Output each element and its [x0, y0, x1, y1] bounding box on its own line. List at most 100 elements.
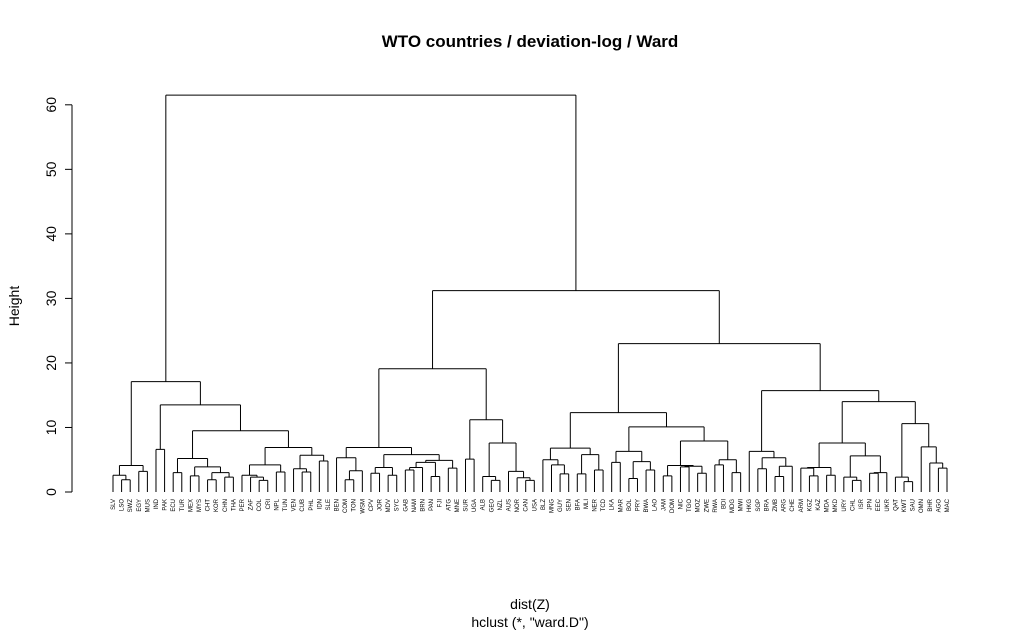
leaf-label: SGP — [756, 499, 762, 512]
leaf-label: MAC — [945, 498, 951, 512]
leaf-label: LSO — [120, 499, 126, 511]
merge-link — [894, 476, 909, 492]
merge-link — [293, 468, 307, 492]
merge-link — [714, 464, 724, 492]
y-tick-label: 20 — [43, 355, 59, 371]
leaf-label: KWT — [902, 499, 908, 513]
leaf-label: SLE — [326, 499, 332, 510]
leaf-label: BDI — [721, 499, 727, 509]
merge-link — [482, 476, 497, 492]
leaf-label: BHR — [928, 498, 934, 511]
leaf-label: VEN — [292, 499, 298, 511]
y-tick-label: 0 — [43, 488, 59, 496]
merge-link — [415, 461, 436, 477]
merge-link — [159, 404, 241, 450]
leaf-label: COM — [343, 499, 349, 513]
leaf-label: PHL — [309, 498, 315, 510]
leaf-label: MDV — [386, 499, 392, 512]
leaf-label: TCD — [601, 498, 607, 511]
merge-link — [826, 474, 836, 492]
leaf-label: CHN — [223, 499, 229, 512]
leaf-label: SAU — [911, 499, 917, 511]
leaf-label: IDN — [317, 499, 323, 509]
leaf-label: BWA — [644, 499, 650, 512]
merge-link — [165, 94, 577, 382]
leaf-label: NOR — [515, 498, 521, 512]
leaf-label: CHT — [206, 499, 212, 512]
leaf-label: ALB — [481, 499, 487, 510]
merge-link — [348, 470, 363, 492]
leaf-label: FJI — [438, 499, 444, 508]
merge-link — [901, 423, 930, 478]
leaf-label: PAN — [429, 499, 435, 511]
y-axis-label: Height — [6, 286, 22, 327]
leaf-label: NZL — [498, 498, 504, 510]
leaf-label: BLZ — [541, 499, 547, 510]
leaf-label: ZWE — [704, 499, 710, 512]
leaf-label: MAR — [618, 498, 624, 512]
merge-link — [757, 468, 767, 492]
chart-title: WTO countries / deviation-log / Ward — [382, 32, 679, 51]
leaf-label: MOZ — [696, 499, 702, 513]
leaf-label: AUS — [507, 499, 513, 511]
leaf-label: SWZ — [128, 499, 134, 513]
y-tick-label: 30 — [43, 290, 59, 306]
merge-link — [550, 464, 565, 492]
leaf-label: TON — [352, 499, 358, 512]
leaf-label: KAZ — [816, 499, 822, 511]
merge-link — [130, 381, 201, 466]
merge-link — [194, 466, 221, 476]
y-tick-label: 10 — [43, 419, 59, 435]
leaf-label: SUR — [464, 498, 470, 511]
leaf-label: JPN — [868, 499, 874, 510]
leaf-label: MKD — [833, 498, 839, 512]
leaf-label: CPV — [369, 499, 375, 511]
leaf-label: MUS — [145, 499, 151, 512]
leaf-label: JAM — [661, 499, 667, 511]
subtitle: hclust (*, "ward.D") — [471, 614, 588, 630]
x-axis-label: dist(Z) — [510, 596, 550, 612]
merge-link — [383, 454, 440, 468]
leaf-label: OMN — [919, 499, 925, 513]
y-tick-label: 40 — [43, 226, 59, 242]
leaf-label: ISR — [859, 498, 865, 509]
leaf-label: MNG — [549, 499, 555, 513]
leaf-label: AGO — [936, 499, 942, 513]
leaf-label: GEO — [489, 499, 495, 513]
leaf-label: EEC — [876, 498, 882, 511]
merge-link — [679, 466, 690, 492]
merge-link — [248, 464, 282, 476]
leaf-label: NAM — [412, 499, 418, 512]
leaf-label: UGA — [472, 499, 478, 512]
leaf-label: NER — [592, 498, 598, 511]
leaf-label: CHL — [850, 498, 856, 511]
leaf-label: COL — [257, 498, 263, 511]
merge-link — [430, 476, 441, 492]
leaf-label: UKR — [885, 498, 891, 511]
leaf-label: BRN — [421, 499, 427, 512]
leaf-label: ECU — [171, 499, 177, 512]
leaf-label: THA — [231, 499, 237, 511]
leaf-label: CAN — [524, 499, 530, 512]
leaf-label: ZMB — [773, 499, 779, 512]
leaf-label: SYC — [395, 498, 401, 511]
leaf-label: TGO — [687, 499, 693, 512]
leaf-label: MYS — [197, 499, 203, 512]
leaf-label: IND — [154, 498, 160, 509]
leaf-label: NIC — [678, 498, 684, 509]
leaf-label: ZAF — [249, 499, 255, 511]
merge-link — [172, 472, 183, 492]
merge-link — [224, 476, 234, 492]
merge-link — [873, 472, 888, 492]
y-tick-label: 50 — [43, 161, 59, 177]
merge-link — [774, 476, 785, 492]
leaf-label: KOR — [214, 498, 220, 512]
merge-link — [929, 462, 944, 492]
leaf-label: HKG — [747, 499, 753, 512]
leaf-label: SLV — [111, 499, 117, 510]
merge-link — [581, 454, 600, 474]
leaf-label: RWA — [713, 499, 719, 513]
merge-link — [778, 465, 793, 492]
merge-link — [731, 472, 742, 492]
leaf-label: JOR — [378, 498, 384, 511]
